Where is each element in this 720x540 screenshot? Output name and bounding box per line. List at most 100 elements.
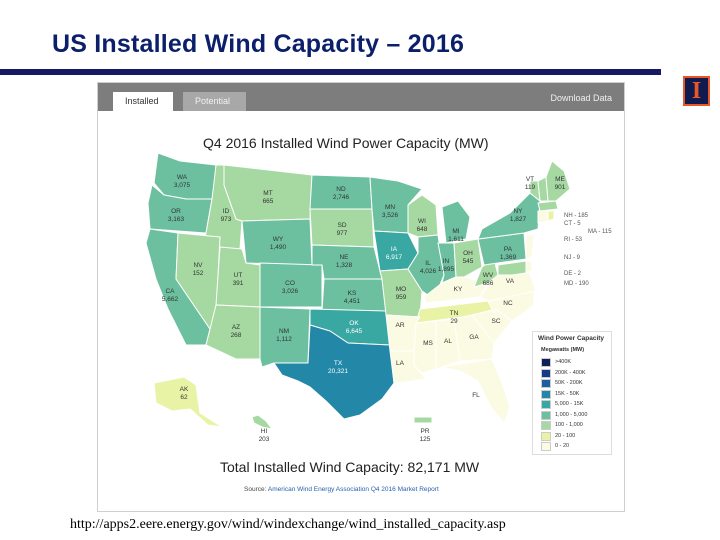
state-value-az: 268 — [231, 332, 242, 339]
state-label-ca: CA — [165, 288, 175, 295]
legend-label: 100 - 1,000 — [555, 422, 583, 428]
state-label-in: IN — [443, 258, 450, 265]
small-state-label: CT - 5 — [564, 221, 581, 227]
state-label-ky: KY — [454, 286, 463, 293]
state-ME — [545, 160, 571, 202]
map-title: Q4 2016 Installed Wind Power Capacity (M… — [203, 135, 489, 151]
state-value-pr: 125 — [420, 436, 431, 443]
state-label-ut: UT — [234, 272, 243, 279]
legend-swatch — [541, 410, 551, 420]
legend-item: 0 - 20 — [541, 442, 613, 451]
state-label-nm: NM — [279, 328, 289, 335]
legend-item: 50K - 200K — [541, 379, 613, 388]
legend-item: 5,000 - 15K — [541, 400, 613, 409]
state-value-pa: 1,369 — [500, 254, 517, 261]
state-label-or: OR — [171, 208, 181, 215]
state-value-tn: 29 — [450, 318, 458, 325]
state-value-sd: 977 — [337, 230, 348, 237]
legend-label: 0 - 20 — [555, 443, 570, 449]
state-value-nm: 1,112 — [276, 336, 292, 343]
legend-swatch — [541, 368, 551, 378]
state-label-la: LA — [396, 360, 405, 367]
legend-item: 15K - 50K — [541, 389, 613, 399]
state-label-pr: PR — [420, 428, 429, 435]
state-value-hi: 203 — [259, 436, 270, 443]
state-DE — [525, 260, 533, 274]
state-value-nv: 152 — [193, 270, 204, 277]
state-label-hi: HI — [261, 428, 268, 435]
legend-title: Wind Power Capacity — [538, 335, 605, 342]
logo-i-glyph: I — [691, 78, 702, 104]
state-value-wy: 1,490 — [270, 244, 287, 251]
tab-potential[interactable]: Potential — [183, 92, 246, 111]
small-state-label: NJ - 9 — [564, 255, 581, 261]
state-CT — [537, 210, 549, 224]
state-label-ks: KS — [348, 290, 357, 297]
state-value-ca: 5,662 — [162, 296, 179, 303]
state-value-ak: 62 — [180, 394, 188, 401]
state-AK — [153, 376, 223, 428]
legend-label: 20 - 100 — [555, 432, 576, 439]
source-prefix: Source: — [244, 486, 267, 493]
state-HI — [251, 414, 273, 430]
legend-swatch — [541, 442, 551, 451]
legend-label: >400K — [555, 359, 572, 365]
state-MA — [537, 200, 559, 212]
small-state-label: NH - 185 — [564, 213, 589, 219]
slide-title: US Installed Wind Capacity – 2016 — [52, 30, 465, 58]
state-labels: WA3,075OR3,163CA5,662ID973NV152MT665WY1,… — [162, 174, 566, 443]
title-rule — [0, 69, 661, 75]
state-value-vt: 119 — [525, 184, 536, 191]
source-url[interactable]: http://apps2.eere.energy.gov/wind/windex… — [70, 517, 506, 532]
viewer-toolbar: Installed Potential Download Data — [98, 83, 624, 111]
state-label-nd: ND — [336, 186, 346, 193]
state-label-mt: MT — [263, 190, 272, 197]
university-logo: I — [683, 76, 710, 106]
state-label-oh: OH — [463, 250, 473, 257]
small-state-label: DE - 2 — [564, 271, 582, 277]
state-MD — [497, 260, 527, 276]
state-label-nv: NV — [193, 262, 203, 269]
state-FL — [441, 358, 511, 424]
state-value-mi: 1,611 — [448, 236, 464, 243]
legend-label: 5,000 - 15K — [555, 401, 584, 407]
legend-item: 1,000 - 5,000 — [541, 410, 613, 420]
state-label-nc: NC — [503, 300, 513, 307]
legend-item: >400K — [541, 358, 613, 367]
state-label-wy: WY — [273, 236, 284, 243]
state-MS — [413, 320, 437, 374]
download-data-link[interactable]: Download Data — [550, 93, 612, 103]
state-value-ia: 6,917 — [386, 254, 403, 261]
source-note: Source: American Wind Energy Association… — [244, 486, 439, 493]
map-legend: Wind Power Capacity Megawatts (MW) >400K… — [532, 331, 612, 455]
state-label-sc: SC — [491, 318, 500, 325]
legend-item: 200K - 400K — [541, 368, 613, 378]
tab-installed[interactable]: Installed — [113, 92, 173, 111]
state-shapes — [145, 152, 571, 430]
state-label-sd: SD — [337, 222, 346, 229]
legend-swatch — [541, 431, 551, 441]
state-value-ne: 1,328 — [336, 262, 353, 269]
state-label-ms: MS — [423, 340, 433, 347]
state-label-me: ME — [555, 176, 565, 183]
legend-label: 1,000 - 5,000 — [555, 411, 588, 418]
map-viewer: Installed Potential Download Data Q4 201… — [97, 82, 625, 512]
state-GA — [453, 314, 495, 362]
state-value-me: 901 — [555, 184, 566, 191]
state-PR — [413, 416, 433, 424]
state-label-id: ID — [223, 208, 230, 215]
source-link[interactable]: American Wind Energy Association Q4 2016… — [267, 486, 439, 493]
state-label-wi: WI — [418, 218, 426, 225]
legend-swatch — [541, 379, 551, 388]
legend-label: 50K - 200K — [555, 380, 583, 386]
legend-swatch — [541, 358, 551, 367]
state-label-ok: OK — [349, 320, 359, 327]
state-label-mi: MI — [452, 228, 459, 235]
state-label-vt: VT — [526, 176, 534, 183]
state-value-tx: 20,321 — [328, 368, 348, 375]
small-state-label: RI - 53 — [564, 237, 583, 243]
legend-subtitle: Megawatts (MW) — [541, 347, 585, 353]
state-value-in: 1,895 — [438, 266, 455, 273]
state-value-ut: 391 — [233, 280, 244, 287]
state-label-pa: PA — [504, 246, 513, 253]
